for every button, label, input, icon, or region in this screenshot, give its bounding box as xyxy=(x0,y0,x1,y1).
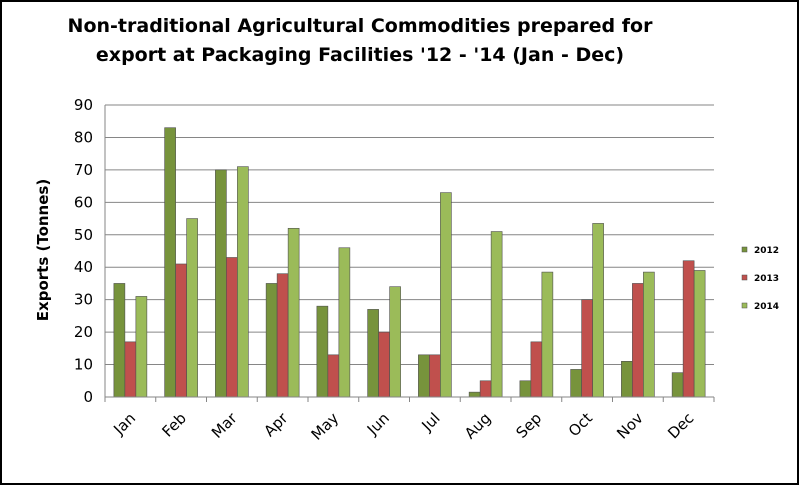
bar-2012-jan xyxy=(113,283,126,398)
bar-2013-feb xyxy=(175,263,187,398)
bar-2014-jan xyxy=(135,296,148,398)
bar-2012-nov xyxy=(621,361,633,398)
y-tick-labels: 0 10 20 30 40 50 60 70 80 90 xyxy=(74,96,93,406)
axes xyxy=(104,105,715,402)
bar-2013-aug xyxy=(479,380,492,398)
bar-2012-mar xyxy=(215,169,227,398)
y-tick-label: 50 xyxy=(74,226,93,244)
legend-label-2013: 2013 xyxy=(754,274,779,284)
y-tick-label: 0 xyxy=(83,388,93,406)
legend-label-2012: 2012 xyxy=(754,246,779,256)
legend-swatch-2013 xyxy=(741,274,748,281)
bar-2014-sep xyxy=(541,271,554,398)
y-tick-label: 80 xyxy=(74,128,93,146)
bar-2012-sep xyxy=(519,380,532,398)
bar-2014-feb xyxy=(186,218,198,398)
x-tick-label: May xyxy=(308,409,343,444)
y-tick-label: 90 xyxy=(74,96,93,114)
bar-2014-dec xyxy=(693,270,706,398)
bar-2013-mar xyxy=(226,257,238,398)
bar-2013-may xyxy=(327,354,340,398)
bar-2013-dec xyxy=(682,260,695,398)
x-tick-label: Aug xyxy=(461,409,494,442)
bar-2013-jan xyxy=(124,341,137,398)
chart-title: Non-traditional Agricultural Commodities… xyxy=(0,12,720,70)
bar-2014-mar xyxy=(237,166,249,398)
bar-2014-aug xyxy=(490,231,503,398)
x-tick-label: Jun xyxy=(363,409,393,439)
bar-2012-aug xyxy=(468,391,481,398)
x-tick-label: Dec xyxy=(664,409,697,442)
x-tick-label: Sep xyxy=(512,409,545,442)
bar-2012-oct xyxy=(570,369,582,398)
bar-2013-nov xyxy=(632,283,644,398)
y-axis-label: Exports (Tonnes) xyxy=(34,179,52,321)
x-tick-label: Nov xyxy=(613,409,647,443)
y-tick-label: 40 xyxy=(74,258,93,276)
y-tick-label: 10 xyxy=(74,356,93,374)
bar-2012-jun xyxy=(367,309,379,398)
legend-label-2014: 2014 xyxy=(754,302,779,312)
y-tick-label: 60 xyxy=(74,193,93,211)
x-tick-label: Feb xyxy=(158,409,190,441)
x-tick-label: Apr xyxy=(260,409,292,441)
bar-2013-oct xyxy=(581,299,593,398)
bar-2013-jun xyxy=(378,331,390,398)
bar-2012-apr xyxy=(265,283,278,398)
x-tick-label: Mar xyxy=(208,409,241,442)
bar-2012-jul xyxy=(418,354,430,398)
bar-2012-may xyxy=(316,305,329,398)
bar-2014-jul xyxy=(440,192,452,398)
x-tick-label: Oct xyxy=(565,409,596,440)
legend: 2012 2013 2014 xyxy=(741,246,779,312)
bar-2014-may xyxy=(338,247,351,398)
gridlines xyxy=(105,104,714,366)
x-tick-labels: Jan Feb Mar Apr May Jun Jul Aug Sep Oct Nov Dec xyxy=(109,409,697,444)
bars xyxy=(113,127,706,398)
chart-title-line-1: Non-traditional Agricultural Commodities… xyxy=(67,15,653,37)
bar-2012-dec xyxy=(671,372,684,398)
bar-2013-jul xyxy=(429,354,441,398)
chart-title-line-2: export at Packaging Facilities '12 - '14… xyxy=(95,44,625,66)
legend-swatch-2014 xyxy=(741,302,748,309)
bar-2013-apr xyxy=(276,273,289,398)
bar-2014-jun xyxy=(389,286,401,398)
y-tick-label: 30 xyxy=(74,291,93,309)
y-tick-label: 20 xyxy=(74,323,93,341)
bar-2014-nov xyxy=(643,271,655,398)
bar-2013-sep xyxy=(530,341,543,398)
bar-2014-oct xyxy=(592,223,604,398)
legend-swatch-2012 xyxy=(741,246,748,253)
y-tick-label: 70 xyxy=(74,161,93,179)
bar-2014-apr xyxy=(287,227,300,398)
x-tick-label: Jul xyxy=(417,409,443,435)
x-tick-label: Jan xyxy=(109,409,139,439)
bar-2012-feb xyxy=(164,127,176,398)
